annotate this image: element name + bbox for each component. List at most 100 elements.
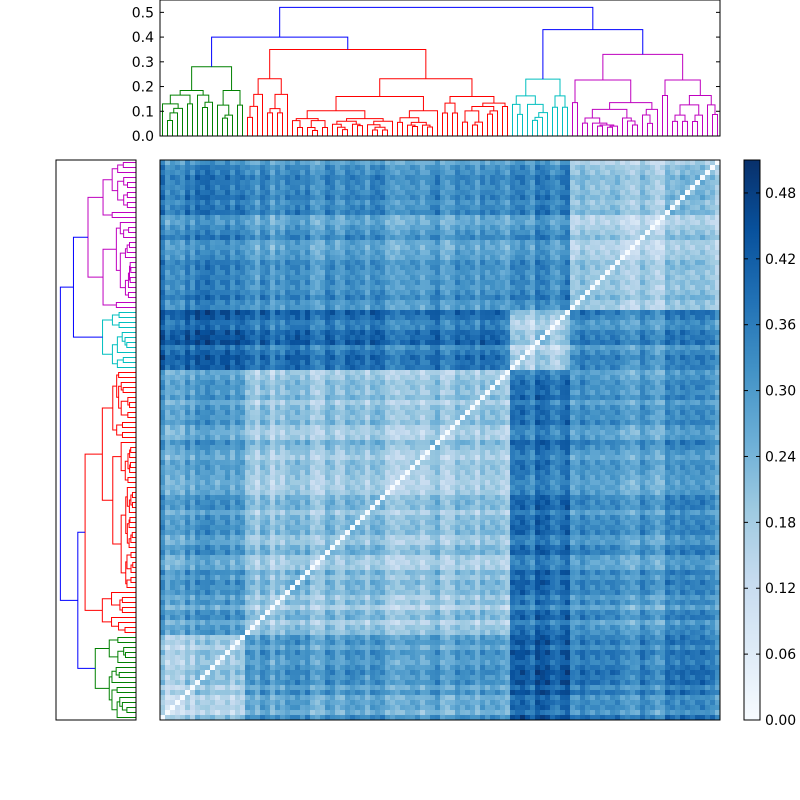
dendrogram-link [120,382,136,391]
dendrogram-link [373,120,393,136]
dendrogram-link [449,96,495,104]
dendrogram-link [126,342,136,348]
dendrogram-link [694,114,703,136]
dendrogram-link [674,114,686,122]
dendrogram-link [692,121,698,136]
dendrogram-link [444,102,456,113]
dendrogram-link [119,252,126,289]
dendrogram-link [131,492,136,498]
dendrogram-link [292,120,301,136]
colorbar-tick-label: 0.00 [765,713,796,729]
dendrogram-link [108,676,112,701]
dendrogram-link [584,117,601,124]
dendrogram-link [127,272,136,288]
dendrogram-link [632,124,638,136]
dendrogram-link [126,707,136,713]
dendrogram-link [117,164,136,173]
dendrogram-link [120,400,128,416]
dendrogram-link [125,561,127,585]
dendrogram-link [688,95,712,105]
dendrogram-link [237,104,243,136]
dendrogram-link [127,453,130,470]
dendrogram-link [397,121,403,136]
dendrogram-link [111,617,136,627]
colorbar-tick-label: 0.12 [765,581,796,597]
dendrogram-link [217,104,230,136]
dendrogram-link [126,487,136,507]
dendrogram-link [128,227,136,233]
y-tick-label: 0.4 [132,30,154,46]
dendrogram-link [527,103,544,136]
dendrogram-link [599,124,615,127]
dendrogram-link [538,112,548,136]
y-tick-label: 0.1 [132,104,154,120]
dendrogram-link [101,407,113,501]
dendrogram-link [124,460,128,481]
dendrogram-link [517,113,523,136]
dendrogram-link [257,78,282,95]
dendrogram-link [204,101,213,136]
dendrogram-link [712,113,718,136]
dendrogram-link [247,116,253,136]
dendrogram-link [489,110,498,136]
dendrogram-link [574,79,632,103]
dendrogram-link [582,122,588,136]
top-dendrogram-y-axis: 0.0 0.1 0.2 0.3 0.4 0.5 [132,5,720,145]
dendrogram-link [123,177,136,186]
dendrogram-link [167,120,173,136]
dendrogram-link [552,106,558,136]
colorbar-tick-label: 0.06 [765,647,796,663]
dendrogram-link [126,554,132,570]
dendrogram-link [169,112,178,136]
dendrogram-link [682,120,688,136]
dendrogram-link [121,702,136,711]
colorbar-tick-label: 0.36 [765,318,796,334]
dendrogram-link [102,319,113,355]
dendrogram-link [707,104,716,136]
dendrogram-link [129,242,136,248]
dendrogram-link [116,336,136,353]
dendrogram-link [342,129,348,136]
dendrogram-link [119,599,123,611]
dendrogram-link [129,517,136,523]
dendrogram-link [126,579,136,588]
dendrogram-link [131,502,136,508]
dendrogram-link [279,6,594,38]
heatmap-cells [160,160,720,720]
dendrogram-link [647,122,653,136]
dendrogram-link [597,125,603,136]
dendrogram-link [211,36,349,67]
dendrogram-link [119,222,136,235]
dendrogram-link [117,650,136,663]
dendrogram-link [269,48,427,79]
dendrogram-link [534,116,543,136]
colorbar-fill [744,160,760,720]
top-dendrogram-links [162,6,718,136]
dendrogram-link [128,538,136,548]
left-dendrogram [55,159,137,721]
dendrogram-link [224,114,233,136]
dendrogram-link [412,126,418,136]
dendrogram-link [118,672,136,678]
top-dendrogram: 0.0 0.1 0.2 0.3 0.4 0.5 [132,0,721,145]
dendrogram-link [515,95,536,105]
dendrogram-link [379,78,473,97]
dendrogram-link [310,120,326,128]
dendrogram-link [87,196,104,278]
dendrogram-link [532,119,538,136]
dendrogram-link [118,312,136,318]
dendrogram-link [124,279,129,296]
dendrogram-link [120,514,126,574]
colorbar-tick-label: 0.24 [765,449,796,465]
heatmap-frame [159,159,721,721]
dendrogram-link [123,229,136,238]
dendrogram-link [607,126,613,136]
dendrogram-link [357,125,363,136]
dendrogram-link [474,121,483,136]
dendrogram-link [111,344,118,365]
y-tick-label: 0.5 [132,5,154,21]
dendrogram-link [645,108,658,136]
dendrogram-link [130,494,133,506]
dendrogram-link [367,124,381,136]
dendrogram-link [249,105,258,136]
